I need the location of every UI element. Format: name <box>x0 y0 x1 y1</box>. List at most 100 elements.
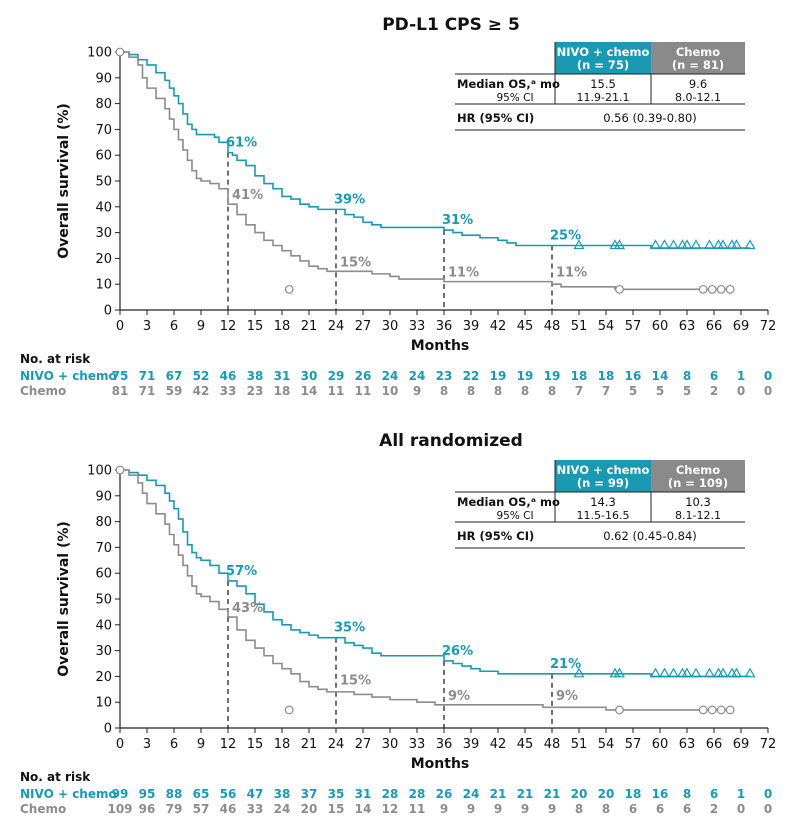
chemo-censor-mark <box>716 284 726 294</box>
risk-table-title: No. at risk <box>20 352 91 366</box>
y-tick-label: 50 <box>95 175 112 190</box>
nivo-censor-mark <box>690 667 702 678</box>
risk-count: 18 <box>598 369 615 383</box>
x-tick-label: 30 <box>382 319 399 334</box>
risk-count: 38 <box>274 787 291 801</box>
chemo-censor-mark <box>615 705 624 715</box>
nivo-landmark-label: 25% <box>550 229 581 244</box>
x-tick-label: 51 <box>571 737 588 752</box>
risk-count: 14 <box>652 369 669 383</box>
x-tick-label: 21 <box>301 319 318 334</box>
risk-count: 2 <box>710 384 718 398</box>
risk-count: 0 <box>764 369 772 383</box>
risk-row-label-nivo: NIVO + chemo <box>20 787 117 801</box>
risk-count: 9 <box>467 802 475 816</box>
nivo-landmark-label: 57% <box>226 564 257 579</box>
x-tick-label: 66 <box>706 319 723 334</box>
y-tick-label: 20 <box>95 252 112 267</box>
chemo-ci-value: 8.1-12.1 <box>675 509 721 522</box>
y-tick-label: 90 <box>95 489 112 504</box>
x-tick-label: 30 <box>382 737 399 752</box>
x-tick-label: 6 <box>170 737 178 752</box>
x-tick-label: 0 <box>116 319 124 334</box>
risk-table-title: No. at risk <box>20 770 91 784</box>
risk-count: 0 <box>737 802 745 816</box>
x-tick-label: 24 <box>328 319 345 334</box>
x-tick-label: 72 <box>760 319 777 334</box>
risk-count: 30 <box>301 369 318 383</box>
nivo-landmark-label: 21% <box>550 657 581 672</box>
risk-count: 1 <box>737 369 745 383</box>
nivo-median-value: 15.5 <box>590 77 616 91</box>
nivo-censor-mark <box>667 239 680 250</box>
risk-count: 52 <box>193 369 210 383</box>
y-tick-label: 100 <box>87 46 112 61</box>
chemo-censor-mark <box>707 705 717 715</box>
nivo-censor-mark <box>667 667 680 678</box>
x-tick-label: 33 <box>409 319 426 334</box>
risk-count: 31 <box>274 369 291 383</box>
nivo-censor-mark <box>717 667 729 678</box>
nivo-censor-mark <box>744 667 756 678</box>
y-tick-label: 0 <box>104 722 112 737</box>
risk-count: 7 <box>575 384 583 398</box>
chemo-censor-mark <box>716 705 726 715</box>
risk-count: 46 <box>220 369 237 383</box>
nivo-censor-mark <box>649 667 662 678</box>
chemo-censor-mark <box>615 284 624 294</box>
hr-label: HR (95% CI) <box>457 111 534 125</box>
risk-count: 42 <box>193 384 210 398</box>
x-tick-label: 63 <box>679 737 696 752</box>
risk-count: 15 <box>328 802 345 816</box>
risk-count: 31 <box>355 787 372 801</box>
risk-count: 7 <box>602 384 610 398</box>
y-tick-label: 90 <box>95 71 112 86</box>
risk-count: 8 <box>440 384 448 398</box>
start-censor-mark <box>115 465 125 475</box>
chemo-landmark-label: 11% <box>448 266 479 281</box>
risk-count: 6 <box>629 802 637 816</box>
chemo-landmark-label: 43% <box>232 601 263 616</box>
risk-count: 9 <box>548 802 556 816</box>
risk-count: 24 <box>274 802 291 816</box>
start-censor-mark <box>115 47 125 57</box>
median-os-label: Median OS,ᵃ mo <box>457 77 560 91</box>
risk-row-label-chemo: Chemo <box>20 802 66 816</box>
nivo-chemo-curve <box>120 51 750 249</box>
y-tick-label: 40 <box>95 200 112 215</box>
risk-count: 22 <box>463 369 480 383</box>
risk-count: 6 <box>683 802 691 816</box>
risk-count: 56 <box>220 787 237 801</box>
risk-count: 81 <box>112 384 129 398</box>
risk-count: 20 <box>598 787 615 801</box>
y-tick-label: 0 <box>104 304 112 319</box>
risk-count: 96 <box>139 802 156 816</box>
risk-count: 8 <box>494 384 502 398</box>
nivo-censor-mark <box>703 667 716 678</box>
risk-count: 14 <box>355 802 372 816</box>
chemo-censor-mark <box>725 284 735 294</box>
nivo-landmark-label: 31% <box>442 213 473 228</box>
chemo-median-value: 10.3 <box>685 495 711 509</box>
risk-count: 24 <box>382 369 399 383</box>
risk-count: 99 <box>112 787 129 801</box>
risk-count: 0 <box>764 787 772 801</box>
risk-count: 19 <box>490 369 507 383</box>
risk-count: 21 <box>517 787 534 801</box>
risk-count: 26 <box>355 369 372 383</box>
chart-title: All randomized <box>379 431 523 451</box>
nivo-header-cell <box>555 42 651 74</box>
ci-label: 95% CI <box>496 510 533 522</box>
y-tick-label: 50 <box>95 593 112 608</box>
x-tick-label: 36 <box>436 319 453 334</box>
x-tick-label: 15 <box>247 319 264 334</box>
risk-count: 109 <box>107 802 132 816</box>
chemo-curve <box>120 469 732 711</box>
risk-count: 71 <box>139 369 156 383</box>
hr-label: HR (95% CI) <box>457 529 534 543</box>
risk-count: 33 <box>220 384 237 398</box>
nivo-censor-mark <box>613 239 626 250</box>
